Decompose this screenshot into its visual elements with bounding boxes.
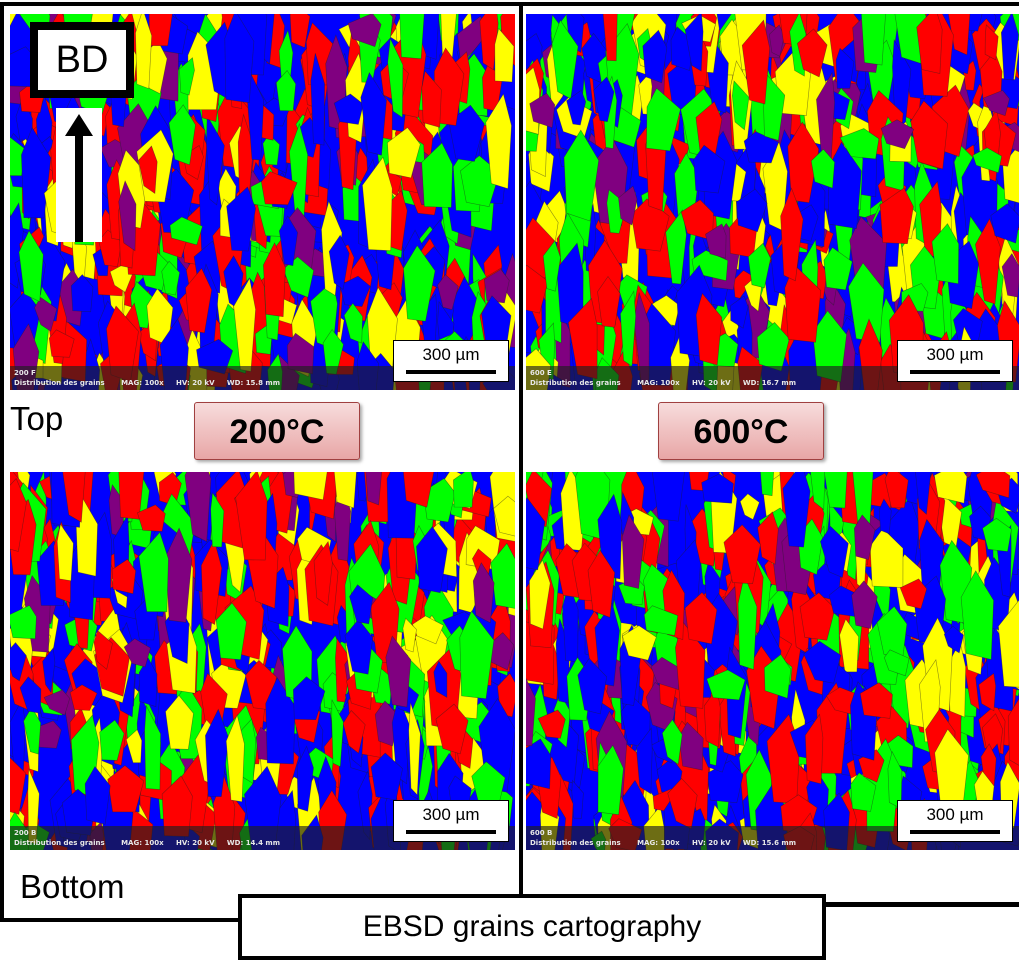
scale-bar: 300 µm — [393, 800, 509, 842]
scale-bar: 300 µm — [393, 340, 509, 382]
working-distance: WD: 15.8 mm — [226, 379, 280, 387]
magnification: MAG: 100x — [121, 839, 164, 847]
caption-connector-line — [826, 903, 1019, 907]
working-distance: WD: 16.7 mm — [742, 379, 796, 387]
sample-id: 200 F — [14, 369, 36, 377]
scale-line — [910, 370, 1000, 374]
scale-label: 300 µm — [926, 345, 984, 364]
arrow-shaft — [75, 132, 83, 242]
voltage: HV: 20 kV — [692, 839, 731, 847]
scale-label: 300 µm — [422, 345, 480, 364]
working-distance: WD: 15.6 mm — [742, 839, 796, 847]
voltage: HV: 20 kV — [176, 839, 215, 847]
scale-line — [406, 370, 496, 374]
micrograph-600c-top: 600 E Distribution des grains MAG: 100x … — [526, 14, 1019, 390]
micrograph-200c-bottom: 200 B Distribution des grains MAG: 100x … — [10, 472, 515, 850]
magnification: MAG: 100x — [637, 379, 680, 387]
map-type: Distribution des grains — [14, 839, 105, 847]
grain-map — [10, 472, 515, 850]
row-label-top: Top — [10, 400, 64, 437]
scale-bar: 300 µm — [897, 340, 1013, 382]
micrograph-600c-bottom: 600 B Distribution des grains MAG: 100x … — [526, 472, 1019, 850]
working-distance: WD: 14.4 mm — [226, 839, 280, 847]
scale-line — [910, 830, 1000, 834]
sample-id: 200 B — [14, 829, 37, 837]
sample-id: 600 B — [530, 829, 553, 837]
voltage: HV: 20 kV — [176, 379, 215, 387]
scale-label: 300 µm — [926, 805, 984, 824]
magnification: MAG: 100x — [121, 379, 164, 387]
build-direction-arrow — [56, 108, 102, 242]
arrow-head — [65, 114, 93, 136]
build-direction-label: BD — [30, 22, 134, 98]
scale-line — [406, 830, 496, 834]
map-type: Distribution des grains — [530, 379, 621, 387]
temperature-label-600: 600°C — [658, 402, 824, 460]
temperature-label-200: 200°C — [194, 402, 360, 460]
magnification: MAG: 100x — [637, 839, 680, 847]
sample-id: 600 E — [530, 369, 552, 377]
voltage: HV: 20 kV — [692, 379, 731, 387]
figure-caption: EBSD grains cartography — [238, 894, 826, 960]
grain-map — [526, 14, 1019, 390]
scale-bar: 300 µm — [897, 800, 1013, 842]
map-type: Distribution des grains — [14, 379, 105, 387]
sem-info-bar: 600 B Distribution des grains MAG: 100x … — [526, 826, 1019, 850]
map-type: Distribution des grains — [530, 839, 621, 847]
grain-map — [526, 472, 1019, 850]
row-label-bottom: Bottom — [20, 868, 125, 905]
scale-label: 300 µm — [422, 805, 480, 824]
